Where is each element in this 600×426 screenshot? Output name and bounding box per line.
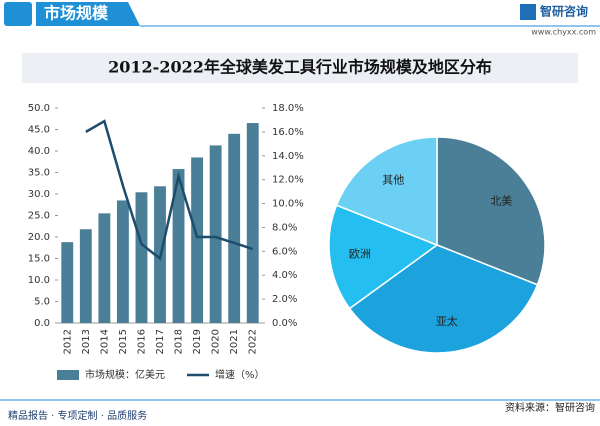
y2-tick-label: 2.0% [272, 294, 297, 305]
y2-tick-label: 12.0% [272, 175, 304, 186]
x-tick-label: 2020 [211, 329, 222, 354]
x-tick-label: 2015 [118, 329, 129, 354]
y-tick-label: 45.0 [28, 125, 50, 136]
y2-tick-label: 8.0% [272, 222, 297, 233]
x-tick-label: 2022 [248, 329, 259, 354]
bar [98, 213, 111, 323]
growth-line [85, 119, 254, 261]
y2-tick-label: 6.0% [272, 246, 297, 257]
y2-tick-label: 16.0% [272, 127, 304, 138]
footer-source: 资料来源：智研咨询 [505, 401, 595, 414]
slice-label: 亚太 [436, 315, 458, 328]
brand-logo [520, 4, 536, 20]
chart-title: 2012-2022年全球美发工具行业市场规模及地区分布 [108, 58, 492, 77]
y2-tick-label: 0.0% [272, 318, 297, 329]
x-tick-label: 2018 [174, 329, 185, 354]
x-tick-label: 2017 [155, 329, 166, 354]
legend-label: 增速（%） [215, 368, 265, 381]
bar [135, 192, 148, 323]
header-tab [36, 2, 140, 26]
y-tick-label: 30.0 [28, 189, 50, 200]
legend-label: 市场规模：亿美元 [85, 368, 165, 381]
y-tick-label: 10.0 [28, 275, 50, 286]
y2-tick-label: 18.0% [272, 103, 304, 114]
y2-tick-label: 4.0% [272, 270, 297, 281]
bar [79, 229, 92, 323]
y-tick-label: 50.0 [28, 103, 50, 114]
x-tick-label: 2021 [229, 329, 240, 354]
bar [209, 145, 222, 323]
y-tick-label: 35.0 [28, 168, 50, 179]
y-tick-label: 5.0 [34, 297, 50, 308]
y-tick-label: 15.0 [28, 254, 50, 265]
footer-slogan: 精品报告 · 专项定制 · 品质服务 [8, 409, 147, 422]
brand-name: 智研咨询 [539, 4, 588, 19]
bar [246, 123, 259, 323]
y2-tick-label: 14.0% [272, 151, 304, 162]
slice-label: 其他 [382, 174, 404, 187]
pie-slice [328, 204, 439, 310]
bar [172, 169, 185, 323]
bar [228, 133, 241, 323]
x-tick-label: 2012 [62, 329, 73, 354]
x-tick-label: 2019 [192, 329, 203, 354]
pie-slice [348, 244, 539, 354]
y-tick-label: 0.0 [34, 318, 50, 329]
slice-label: 北美 [490, 194, 512, 207]
x-tick-label: 2014 [99, 329, 110, 354]
pie-slice [335, 136, 438, 247]
x-tick-label: 2013 [81, 329, 92, 354]
brand-site: www.chyxx.com [531, 28, 596, 37]
title-box [22, 53, 578, 83]
legend-swatch [57, 370, 79, 380]
pie-slice [436, 136, 546, 286]
bar [116, 200, 129, 323]
y2-tick-label: 10.0% [272, 199, 304, 210]
section-title: 市场规模 [44, 4, 109, 23]
y-tick-label: 20.0 [28, 232, 50, 243]
bar [61, 242, 74, 323]
y-tick-label: 25.0 [28, 211, 50, 222]
x-tick-label: 2016 [136, 329, 147, 354]
bar [191, 157, 204, 323]
slice-label: 欧洲 [349, 248, 371, 261]
y-tick-label: 40.0 [28, 146, 50, 157]
header-icon [4, 2, 32, 26]
